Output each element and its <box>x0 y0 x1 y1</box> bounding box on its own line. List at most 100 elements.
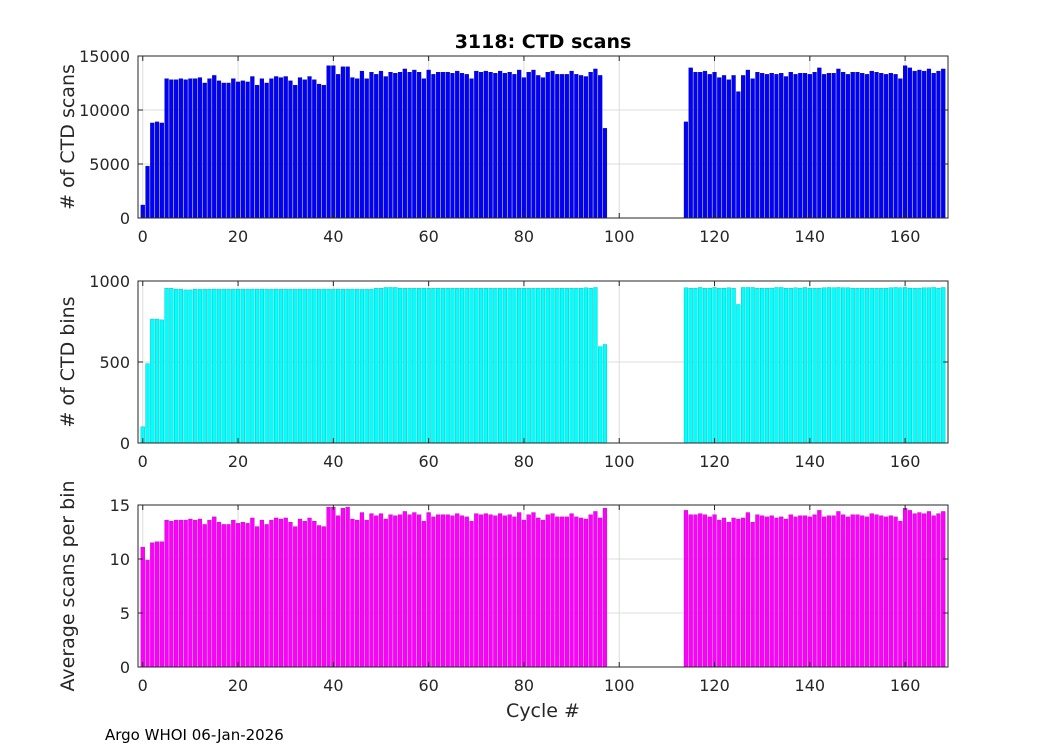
bar-scans-cycle-34 <box>302 79 307 219</box>
bar-scans-cycle-44 <box>350 77 355 219</box>
bar-avg-cycle-5 <box>164 519 169 668</box>
bar-bins-cycle-16 <box>216 288 222 444</box>
bar-scans-cycle-14 <box>207 78 212 219</box>
bar-avg-cycle-45 <box>355 519 360 668</box>
bar-scans-cycle-92 <box>579 75 584 219</box>
bar-scans-cycle-165 <box>926 68 932 219</box>
bar-bins-cycle-19 <box>231 288 236 444</box>
y-tick-label: 5 <box>120 604 130 623</box>
bar-avg-cycle-28 <box>274 517 279 668</box>
bar-avg-cycle-43 <box>345 506 350 668</box>
x-tick-label: 120 <box>699 676 730 695</box>
bar-scans-cycle-20 <box>235 81 241 219</box>
bar-scans-cycle-33 <box>297 77 303 219</box>
bar-avg-cycle-124 <box>731 517 736 668</box>
bar-scans-cycle-18 <box>226 82 231 219</box>
bar-bins-cycle-28 <box>274 288 279 444</box>
x-tick-label: 100 <box>604 452 635 471</box>
x-tick-label: 20 <box>228 676 248 695</box>
bar-bins-cycle-25 <box>259 288 264 444</box>
bar-scans-cycle-91 <box>574 74 579 219</box>
bar-avg-cycle-168 <box>941 511 946 668</box>
bar-avg-cycle-12 <box>197 518 203 668</box>
bar-scans-cycle-9 <box>183 79 188 219</box>
bar-bins-cycle-49 <box>374 288 379 444</box>
bar-bins-cycle-56 <box>407 288 412 444</box>
bar-bins-cycle-125 <box>736 304 741 444</box>
bar-scans-cycle-118 <box>702 70 708 219</box>
bar-scans-cycle-138 <box>798 73 803 219</box>
bar-avg-cycle-166 <box>931 515 936 668</box>
bar-bins-cycle-81 <box>526 288 531 444</box>
bar-avg-cycle-159 <box>898 521 903 668</box>
bar-scans-cycle-86 <box>550 70 555 219</box>
bar-scans-cycle-74 <box>493 73 498 219</box>
bar-avg-cycle-75 <box>498 513 503 668</box>
bar-scans-cycle-149 <box>850 71 855 219</box>
bar-bins-cycle-76 <box>502 288 507 444</box>
bar-scans-cycle-3 <box>154 121 160 219</box>
x-tick-label: 160 <box>890 676 921 695</box>
bar-bins-cycle-33 <box>297 288 303 444</box>
bar-bins-cycle-67 <box>459 288 465 444</box>
bar-scans-cycle-70 <box>474 70 479 219</box>
bar-avg-cycle-69 <box>469 521 474 668</box>
bar-scans-cycle-62 <box>436 71 441 219</box>
bar-scans-cycle-135 <box>783 76 789 219</box>
bar-scans-cycle-68 <box>464 74 469 219</box>
x-tick-label: 20 <box>228 227 248 246</box>
bar-avg-cycle-0 <box>140 546 145 668</box>
bar-bins-cycle-22 <box>245 288 250 444</box>
bar-scans-cycle-93 <box>583 76 588 219</box>
bar-avg-cycle-146 <box>836 511 841 668</box>
bar-scans-cycle-71 <box>478 71 484 219</box>
bar-scans-cycle-58 <box>417 71 422 219</box>
bar-avg-cycle-136 <box>788 514 793 668</box>
bar-scans-cycle-167 <box>936 70 941 219</box>
bar-bins-cycle-37 <box>316 288 322 444</box>
bar-scans-cycle-81 <box>526 71 531 219</box>
bar-bins-cycle-122 <box>721 288 727 444</box>
bar-bins-cycle-54 <box>397 288 403 444</box>
bar-bins-cycle-129 <box>755 288 760 444</box>
bar-bins-cycle-133 <box>774 287 779 444</box>
bar-bins-cycle-114 <box>683 287 689 444</box>
bar-scans-cycle-164 <box>922 70 927 219</box>
bar-avg-cycle-96 <box>598 517 603 668</box>
bar-bins-cycle-24 <box>255 288 260 444</box>
bar-avg-cycle-59 <box>421 521 426 668</box>
bar-scans-cycle-2 <box>150 122 155 219</box>
bar-avg-cycle-13 <box>202 524 207 668</box>
bar-scans-cycle-123 <box>726 79 731 219</box>
bar-bins-cycle-166 <box>931 287 936 444</box>
bar-bins-cycle-84 <box>540 288 546 444</box>
bar-bins-cycle-90 <box>569 288 574 444</box>
bar-avg-cycle-158 <box>893 516 898 668</box>
bar-bins-cycle-42 <box>340 288 345 444</box>
bar-scans-cycle-21 <box>240 80 245 219</box>
bar-bins-cycle-119 <box>707 288 712 444</box>
bar-bins-cycle-40 <box>331 288 336 444</box>
bar-avg-cycle-22 <box>245 523 250 668</box>
y-tick-label: 0 <box>120 209 130 228</box>
bar-avg-cycle-87 <box>555 516 560 668</box>
bar-bins-cycle-51 <box>383 287 388 444</box>
bar-scans-cycle-49 <box>374 74 379 219</box>
bar-avg-cycle-151 <box>860 515 865 668</box>
bar-scans-cycle-19 <box>231 78 236 219</box>
bar-bins-cycle-72 <box>483 288 488 444</box>
bar-scans-cycle-133 <box>774 74 779 219</box>
bar-bins-cycle-115 <box>688 288 693 444</box>
bar-scans-cycle-130 <box>760 73 765 219</box>
bar-bins-cycle-3 <box>154 318 160 444</box>
bar-scans-cycle-117 <box>698 71 703 219</box>
bar-scans-cycle-7 <box>174 79 179 219</box>
bar-avg-cycle-65 <box>450 515 455 668</box>
x-tick-label: 60 <box>418 452 438 471</box>
y-tick-label: 1000 <box>89 272 130 291</box>
bar-bins-cycle-131 <box>764 288 770 444</box>
bar-bins-cycle-120 <box>712 287 717 444</box>
bar-bins-cycle-152 <box>864 288 870 444</box>
bar-avg-cycle-16 <box>216 522 222 668</box>
